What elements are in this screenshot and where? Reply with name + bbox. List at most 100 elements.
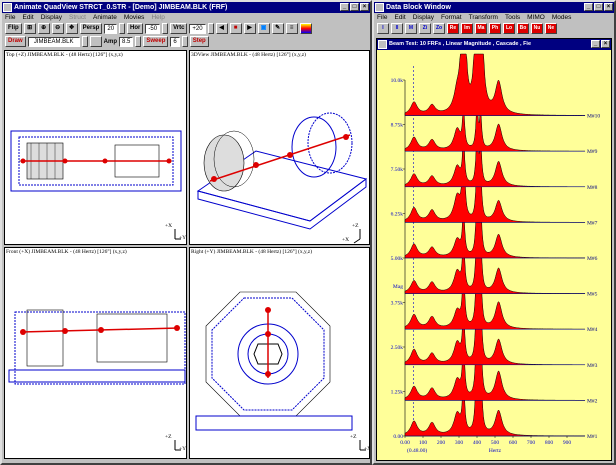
rewind-icon[interactable]: ◀ xyxy=(215,23,228,34)
hor-spinner[interactable] xyxy=(162,23,169,34)
step-button[interactable]: Step xyxy=(189,36,209,47)
options-icon[interactable]: ≡ xyxy=(285,23,298,34)
minimize-button[interactable]: _ xyxy=(591,40,600,48)
close-button[interactable]: × xyxy=(360,3,369,11)
flip-button[interactable]: Flip xyxy=(5,23,22,34)
menu-struct[interactable]: Struct xyxy=(69,14,86,21)
x-axis-label: Hertz xyxy=(489,448,502,454)
pane-3d-view[interactable]: 3DView JIMBEAM.BLK - (48 Hertz) [126°] (… xyxy=(189,50,370,245)
persp-button[interactable]: Persp xyxy=(79,23,103,34)
plot-title-bar[interactable]: Beam Test: 10 FRFs , Linear Magnitude , … xyxy=(377,39,611,50)
menu-format[interactable]: Format xyxy=(441,14,462,21)
pane-title: Top (+Z) JIMBEAM.BLK - (48 Hertz) [126°]… xyxy=(6,52,123,58)
tool-i-button[interactable]: I xyxy=(377,23,389,34)
app-icon[interactable] xyxy=(375,3,384,12)
frame-icon[interactable]: ▣ xyxy=(257,23,270,34)
series-label: M#5 xyxy=(587,292,598,298)
menu-edit[interactable]: Edit xyxy=(22,14,34,21)
tool-nu-button[interactable]: Nu xyxy=(531,23,543,34)
amp-checkbox[interactable] xyxy=(89,36,102,47)
maximize-button[interactable]: □ xyxy=(350,3,359,11)
data-block-title-bar[interactable]: Data Block Window _ □ × xyxy=(374,2,614,13)
menu-display[interactable]: Display xyxy=(412,14,434,21)
close-button[interactable]: × xyxy=(604,3,613,11)
close-button[interactable]: × xyxy=(601,40,610,48)
axis-label: +Y xyxy=(179,235,187,241)
menu-display[interactable]: Display xyxy=(40,14,62,21)
3d-view-drawing xyxy=(196,112,368,244)
play-icon[interactable]: ▶ xyxy=(243,23,256,34)
tool-zi-button[interactable]: Zi xyxy=(419,23,431,34)
menu-edit[interactable]: Edit xyxy=(394,14,406,21)
amp-input[interactable]: 8.5 xyxy=(119,36,134,47)
axis-label: +Z xyxy=(165,434,172,440)
zoom-in-icon[interactable]: ⊕ xyxy=(37,23,50,34)
menu-modes[interactable]: Modes xyxy=(551,14,572,21)
draw-button[interactable]: Draw xyxy=(5,36,26,47)
sweep-spinner[interactable] xyxy=(181,36,188,47)
tool-im-button[interactable]: Im xyxy=(461,23,473,34)
tool-ph-button[interactable]: Ph xyxy=(489,23,501,34)
quadview-title-bar[interactable]: Animate QuadView STRCT_0.STR - [Demo] JI… xyxy=(2,2,370,13)
frf-series xyxy=(404,213,586,294)
move-icon[interactable]: ✥ xyxy=(65,23,78,34)
y-tick-label: 7.50k xyxy=(391,167,404,173)
zoom-out-icon[interactable]: ⊖ xyxy=(51,23,64,34)
axis-label: +X xyxy=(364,446,369,452)
maximize-button[interactable]: □ xyxy=(594,3,603,11)
file-dropdown-arrow[interactable] xyxy=(81,36,88,47)
pane-top-view[interactable]: Top (+Z) JIMBEAM.BLK - (48 Hertz) [126°]… xyxy=(4,50,187,245)
stop-icon[interactable]: ■ xyxy=(229,23,242,34)
app-icon[interactable] xyxy=(3,3,12,12)
x-tick-label: 500 xyxy=(491,440,500,446)
menu-tools[interactable]: Tools xyxy=(504,14,521,21)
palette-icon[interactable]: ✎ xyxy=(271,23,284,34)
file-select[interactable]: JIMBEAM.BLK xyxy=(27,36,80,47)
tool-ma-button[interactable]: Ma xyxy=(475,23,487,34)
sweep-button[interactable]: Sweep xyxy=(143,36,169,47)
tool-ii-button[interactable]: II xyxy=(391,23,403,34)
amp-spinner[interactable] xyxy=(135,36,142,47)
menu-file[interactable]: File xyxy=(5,14,16,21)
tool-m-button[interactable]: M xyxy=(405,23,417,34)
tool-zo-button[interactable]: Zo xyxy=(433,23,445,34)
menu-help[interactable]: Help xyxy=(151,14,165,21)
y-tick-label: 10.0k xyxy=(391,78,404,84)
plot-title: Beam Test: 10 FRFs , Linear Magnitude , … xyxy=(389,41,532,47)
plot-window: Beam Test: 10 FRFs , Linear Magnitude , … xyxy=(376,38,612,461)
menu-transform[interactable]: Transform xyxy=(468,14,498,21)
menu-file[interactable]: File xyxy=(377,14,388,21)
minimize-button[interactable]: _ xyxy=(584,3,593,11)
frf-series xyxy=(404,325,586,437)
x-tick-label: 0.00 xyxy=(400,440,410,446)
cascade-chart[interactable]: M#1 M#2 M#3 M#4 M#5 M#6 M#7 M#8 M#9 M#10 0.00 1.25k… xyxy=(377,50,611,460)
plot-icon[interactable] xyxy=(378,40,387,49)
menu-animate[interactable]: Animate xyxy=(92,14,117,21)
x-tick-label: 700 xyxy=(527,440,536,446)
menu-mimo[interactable]: MIMO xyxy=(527,14,545,21)
color-map-icon[interactable] xyxy=(299,23,312,34)
ver-button[interactable]: Vrtc xyxy=(170,23,188,34)
tool-ne-button[interactable]: Ne xyxy=(545,23,557,34)
series-label: M#4 xyxy=(587,327,598,333)
x-tick-label: 100 xyxy=(419,440,428,446)
hor-button[interactable]: Hor xyxy=(127,23,144,34)
frf-series xyxy=(404,186,586,259)
ver-spinner[interactable] xyxy=(207,23,214,34)
menu-movies[interactable]: Movies xyxy=(123,14,145,21)
tool-bo-button[interactable]: Bo xyxy=(517,23,529,34)
x-tick-label: 400 xyxy=(473,440,482,446)
tool-re-button[interactable]: Re xyxy=(447,23,459,34)
persp-input[interactable]: 20 xyxy=(104,23,118,34)
pane-front-view[interactable]: Front (+X) JIMBEAM.BLK - (48 Hertz) [126… xyxy=(4,247,187,459)
hor-input[interactable]: -50 xyxy=(145,23,161,34)
pane-right-view[interactable]: Right (+Y) JIMBEAM.BLK - (48 Hertz) [126… xyxy=(189,247,370,459)
minimize-button[interactable]: _ xyxy=(340,3,349,11)
sweep-input[interactable]: 6 xyxy=(170,36,180,47)
view-3d-icon[interactable]: ⊞ xyxy=(23,23,36,34)
series-label: M#2 xyxy=(587,398,598,404)
ver-input[interactable]: +20 xyxy=(189,23,206,34)
tool-lo-button[interactable]: Lo xyxy=(503,23,515,34)
persp-spinner[interactable] xyxy=(119,23,126,34)
axis-label: +Y xyxy=(179,446,187,452)
